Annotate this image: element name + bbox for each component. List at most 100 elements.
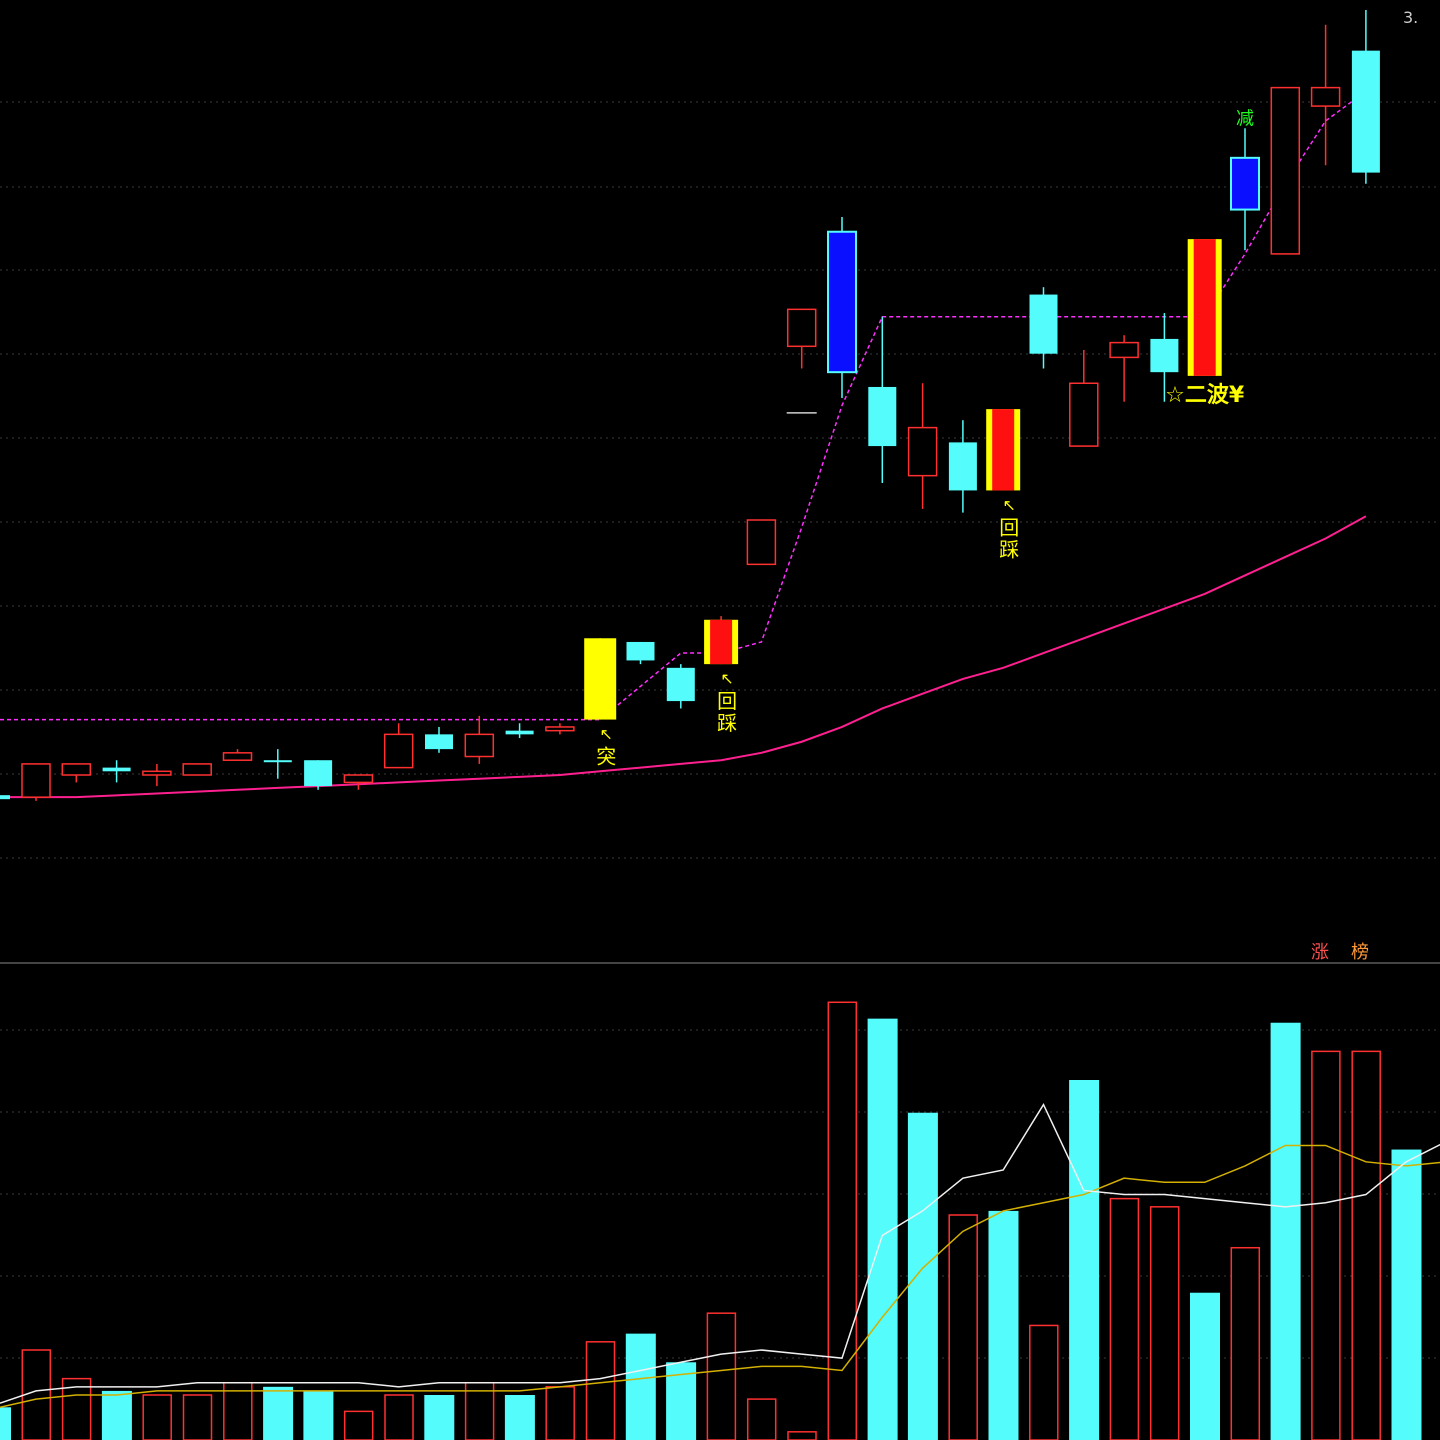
candle-body xyxy=(545,726,575,732)
volume-bar xyxy=(343,1410,374,1440)
candle xyxy=(142,763,172,787)
signal-annotation: ☆二波¥ xyxy=(1165,383,1245,408)
reduce-signal-label: 减 xyxy=(1236,108,1254,129)
volume-bar xyxy=(101,1390,132,1440)
volume-bar xyxy=(0,1407,11,1440)
chart-labels: 3. 涨 榜 xyxy=(1311,8,1418,963)
candle-body xyxy=(263,760,292,763)
candle xyxy=(1187,239,1222,376)
signal-label-char: 踩 xyxy=(999,537,1019,561)
candle xyxy=(425,726,453,753)
price-moving-average xyxy=(0,515,1367,799)
candle-body xyxy=(425,734,453,750)
candle xyxy=(464,715,495,764)
candle-body xyxy=(1270,86,1301,255)
step-line xyxy=(0,90,1367,721)
volume-bar xyxy=(1149,1206,1180,1440)
candle-body xyxy=(304,760,333,787)
corner-price-label: 3. xyxy=(1403,8,1418,27)
volume-bar xyxy=(1311,1050,1341,1440)
signal-annotation: ↖突 xyxy=(596,725,616,769)
candle xyxy=(304,760,333,790)
candle xyxy=(907,383,938,509)
volume-ma-white xyxy=(0,1102,1440,1404)
candle xyxy=(584,638,617,720)
candle-body xyxy=(1351,50,1380,173)
candle xyxy=(1310,24,1341,166)
volume-bar xyxy=(61,1377,92,1440)
second-wave-label: ☆二波¥ xyxy=(1165,383,1245,408)
candle xyxy=(1270,86,1301,255)
candle xyxy=(182,763,212,776)
candle xyxy=(505,723,534,739)
candlestick-series xyxy=(0,10,1380,801)
volume-bar xyxy=(625,1333,656,1440)
candle-body xyxy=(102,767,131,772)
candle xyxy=(545,723,575,735)
candle-body xyxy=(1069,382,1099,447)
signal-annotation: ↖回踩 xyxy=(999,495,1019,561)
volume-bar xyxy=(1391,1149,1422,1440)
volume-bar xyxy=(424,1395,455,1440)
candle-body xyxy=(464,733,495,758)
candle xyxy=(948,420,977,513)
volume-bar xyxy=(585,1341,616,1440)
candle-body xyxy=(383,733,414,769)
volume-grid xyxy=(0,1029,1440,1359)
candle-body-inner xyxy=(992,409,1015,491)
volume-bar xyxy=(1270,1022,1301,1440)
candle-body xyxy=(584,638,617,720)
signal-label-char: 回 xyxy=(999,515,1019,539)
candle xyxy=(222,749,253,761)
volume-bar xyxy=(948,1214,978,1440)
candle-body xyxy=(1029,294,1058,354)
candle-body xyxy=(666,667,695,702)
candle-body xyxy=(1230,156,1260,211)
candle xyxy=(626,641,655,665)
candle xyxy=(868,316,897,484)
volume-bar xyxy=(263,1386,294,1440)
candle-body xyxy=(1109,341,1139,359)
candle xyxy=(1351,10,1380,184)
candle-body xyxy=(827,230,857,374)
volume-bar xyxy=(988,1210,1019,1440)
candle xyxy=(61,763,92,783)
candle-body-inner xyxy=(1193,239,1216,376)
price-step-line xyxy=(0,90,1367,721)
candle xyxy=(704,616,739,665)
candle-body-inner xyxy=(710,619,733,665)
volume-moving-averages xyxy=(0,1102,1440,1409)
signal-arrow: ↖ xyxy=(720,669,733,688)
volume-bar xyxy=(1069,1080,1100,1440)
candle xyxy=(986,409,1021,491)
candle xyxy=(21,763,51,801)
candle xyxy=(786,308,817,369)
volume-bar xyxy=(706,1312,737,1440)
limit-up-label: 涨 xyxy=(1311,942,1329,963)
candle-stub xyxy=(0,795,10,800)
candle-body xyxy=(61,763,92,776)
candle xyxy=(746,519,777,566)
volume-bar xyxy=(142,1394,172,1440)
signal-label-char: 突 xyxy=(596,745,616,769)
volume-bar xyxy=(545,1386,575,1440)
signal-annotations: ↖突↖回踩↖回踩☆二波¥减 xyxy=(596,108,1254,768)
candle-body xyxy=(1150,338,1179,373)
candle-body xyxy=(746,519,777,566)
signal-arrow: ↖ xyxy=(599,725,612,744)
candle-body xyxy=(505,730,534,735)
volume-bar xyxy=(746,1398,777,1440)
signal-label-char: 回 xyxy=(717,689,737,713)
signal-label-char: 踩 xyxy=(717,711,737,735)
candle-body xyxy=(1310,86,1341,107)
signal-arrow: ↖ xyxy=(1002,495,1015,514)
volume-bar xyxy=(1029,1324,1059,1440)
candle xyxy=(1069,350,1099,447)
volume-bar xyxy=(907,1112,938,1440)
candle-body xyxy=(626,641,655,661)
candle xyxy=(827,216,857,399)
ma-line xyxy=(0,515,1367,799)
ranking-label: 榜 xyxy=(1351,942,1369,963)
candle-body xyxy=(786,308,817,348)
candle xyxy=(102,760,131,783)
